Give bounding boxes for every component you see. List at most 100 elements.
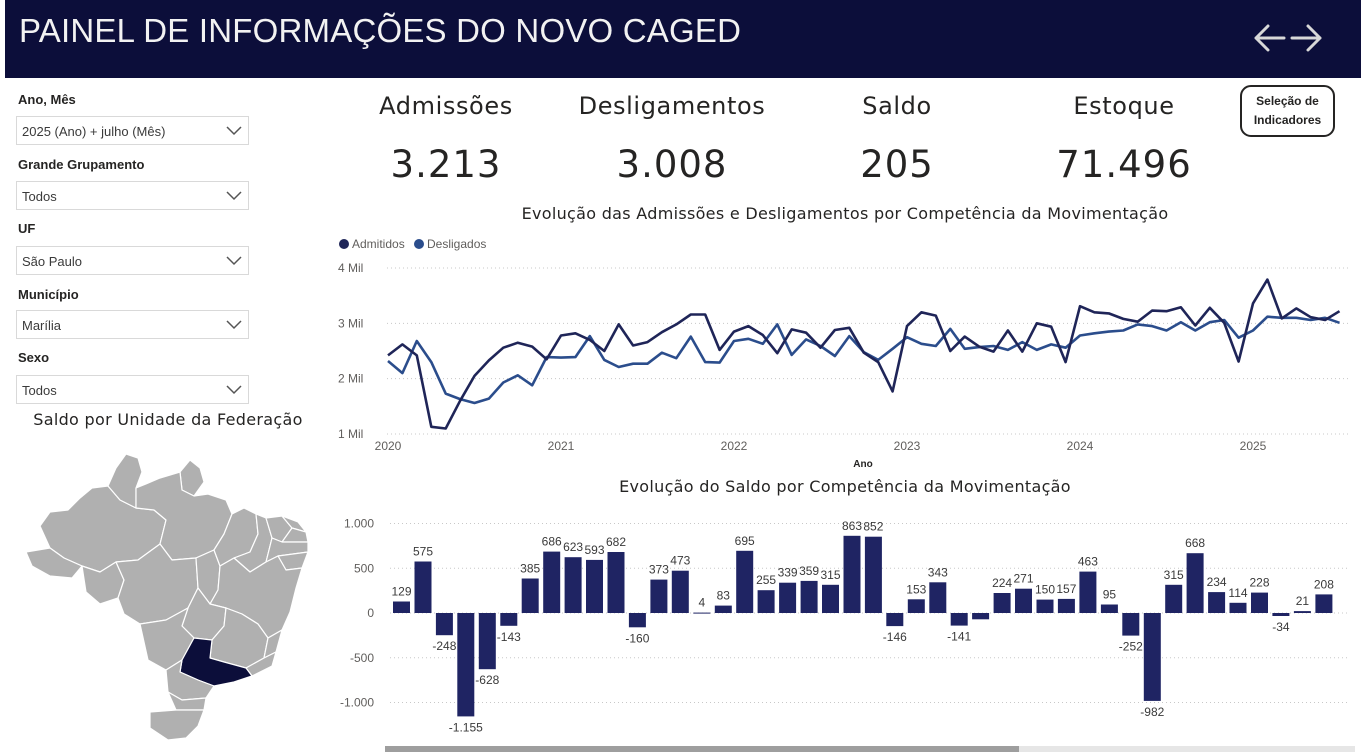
bar[interactable] — [993, 593, 1011, 613]
bar-data-label: 224 — [992, 576, 1012, 590]
bar-chart[interactable]: -1.000 -500 0 500 1.000 129 575 -248 -1.155 -628 -… — [330, 500, 1360, 746]
bar[interactable] — [843, 535, 861, 613]
kpi-label-estoque: Estoque — [1073, 92, 1175, 120]
bar[interactable] — [478, 613, 496, 670]
map-title: Saldo por Unidade da Federação — [33, 410, 303, 429]
bar[interactable] — [1122, 613, 1140, 636]
bar[interactable] — [1100, 604, 1118, 614]
bar-data-label: 157 — [1056, 582, 1076, 596]
bar-data-label: 695 — [735, 534, 755, 548]
line-chart-title: Evolução das Admissões e Desligamentos p… — [521, 204, 1169, 223]
bar[interactable] — [671, 570, 689, 613]
bar[interactable] — [393, 601, 410, 614]
bar-data-label: -143 — [497, 630, 521, 644]
line-chart[interactable]: Admitidos Desligados 1 Mil 2 Mil 3 Mil 4 Mil 2… — [330, 228, 1360, 474]
filter-value-uf: São Paulo — [22, 254, 82, 269]
bar[interactable] — [414, 561, 432, 614]
indicator-selection-button[interactable]: Seleção de Indicadores — [1240, 85, 1335, 137]
chart-scrollbar-thumb[interactable] — [385, 746, 1019, 752]
bar[interactable] — [1315, 594, 1333, 613]
series-line-desligados[interactable] — [387, 315, 1340, 405]
filter-value-sexo: Todos — [22, 383, 57, 398]
bar-data-label: 682 — [606, 535, 626, 549]
filter-dropdown-uf[interactable]: São Paulo — [16, 246, 249, 275]
map-state-rs[interactable] — [149, 709, 205, 741]
bar-data-label: 234 — [1207, 575, 1227, 589]
bar[interactable] — [1293, 611, 1311, 613]
bar[interactable] — [864, 536, 882, 613]
bar[interactable] — [929, 582, 947, 613]
bar-data-label: 852 — [863, 520, 883, 534]
bar[interactable] — [1272, 613, 1290, 616]
bar[interactable] — [950, 613, 968, 626]
bar[interactable] — [586, 559, 603, 613]
bar[interactable] — [628, 613, 646, 628]
filter-dropdown-ano-mes[interactable]: 2025 (Ano) + julho (Mês) — [16, 116, 249, 145]
x-tick-label: 2025 — [1240, 439, 1267, 453]
bar-data-label: 129 — [391, 585, 411, 599]
bar[interactable] — [607, 552, 625, 613]
bar[interactable] — [1036, 599, 1054, 613]
bar-data-label: 208 — [1314, 577, 1334, 591]
bar-data-label: -34 — [1272, 620, 1290, 634]
filter-dropdown-grande-grupamento[interactable]: Todos — [16, 181, 249, 210]
bar[interactable] — [693, 612, 711, 614]
x-tick-label: 2021 — [548, 439, 575, 453]
map-state-ac[interactable] — [25, 547, 83, 579]
filter-dropdown-sexo[interactable]: Todos — [16, 375, 249, 404]
kpi-value-estoque: 71.496 — [1056, 143, 1192, 186]
bar[interactable] — [1015, 588, 1032, 613]
bar-data-label: 623 — [563, 540, 583, 554]
bar[interactable] — [822, 584, 839, 613]
filter-dropdown-municipio[interactable]: Marília — [16, 310, 249, 339]
bar-data-label: -160 — [625, 631, 649, 645]
bar[interactable] — [886, 613, 904, 627]
bar[interactable] — [521, 578, 539, 614]
page-title: PAINEL DE INFORMAÇÕES DO NOVO CAGED — [19, 12, 742, 49]
bar[interactable] — [1079, 571, 1097, 613]
bar[interactable] — [736, 550, 754, 613]
bar[interactable] — [543, 551, 561, 613]
bar[interactable] — [500, 613, 518, 626]
arrow-left-icon[interactable] — [1251, 20, 1287, 56]
bar[interactable] — [1251, 592, 1268, 613]
kpi-label-saldo: Saldo — [862, 92, 932, 120]
legend-marker-desligados[interactable] — [414, 239, 424, 249]
bar[interactable] — [1229, 602, 1247, 613]
y-tick-label: 1 Mil — [338, 427, 363, 441]
bar[interactable] — [1057, 598, 1075, 613]
filter-value-grande-grupamento: Todos — [22, 189, 57, 204]
bar[interactable] — [1165, 584, 1183, 613]
map-state-sc[interactable] — [167, 691, 207, 711]
indicator-button-line1: Seleção de — [1256, 94, 1319, 108]
kpi-value-saldo: 205 — [860, 143, 934, 186]
bar[interactable] — [650, 579, 668, 613]
bar[interactable] — [564, 557, 582, 613]
bar[interactable] — [457, 613, 475, 717]
x-tick-label: 2020 — [375, 439, 402, 453]
bar[interactable] — [907, 599, 925, 613]
bar[interactable] — [779, 582, 797, 613]
series-line-admitidos[interactable] — [387, 278, 1341, 430]
bar-data-label: 686 — [542, 535, 562, 549]
map-state-rr[interactable] — [107, 453, 143, 509]
legend-label-admitidos[interactable]: Admitidos — [352, 237, 405, 251]
bar-data-label: 593 — [584, 543, 604, 557]
y-tick-label: 1.000 — [344, 517, 374, 531]
bar[interactable] — [800, 580, 818, 613]
kpi-value-desligamentos: 3.008 — [616, 143, 728, 186]
arrow-right-icon[interactable] — [1289, 20, 1325, 56]
legend-marker-admitidos[interactable] — [339, 239, 349, 249]
legend-label-desligados[interactable]: Desligados — [427, 237, 486, 251]
bar[interactable] — [1208, 592, 1226, 613]
filter-label-municipio: Município — [18, 287, 79, 302]
bar-data-label: -252 — [1119, 640, 1143, 654]
bar[interactable] — [1186, 553, 1204, 613]
brazil-map[interactable] — [20, 448, 320, 743]
bar[interactable] — [435, 613, 453, 636]
bar[interactable] — [972, 613, 990, 620]
bar[interactable] — [714, 605, 732, 613]
bar[interactable] — [757, 590, 775, 613]
bar-data-label: -146 — [883, 630, 907, 644]
bar[interactable] — [1143, 613, 1161, 701]
